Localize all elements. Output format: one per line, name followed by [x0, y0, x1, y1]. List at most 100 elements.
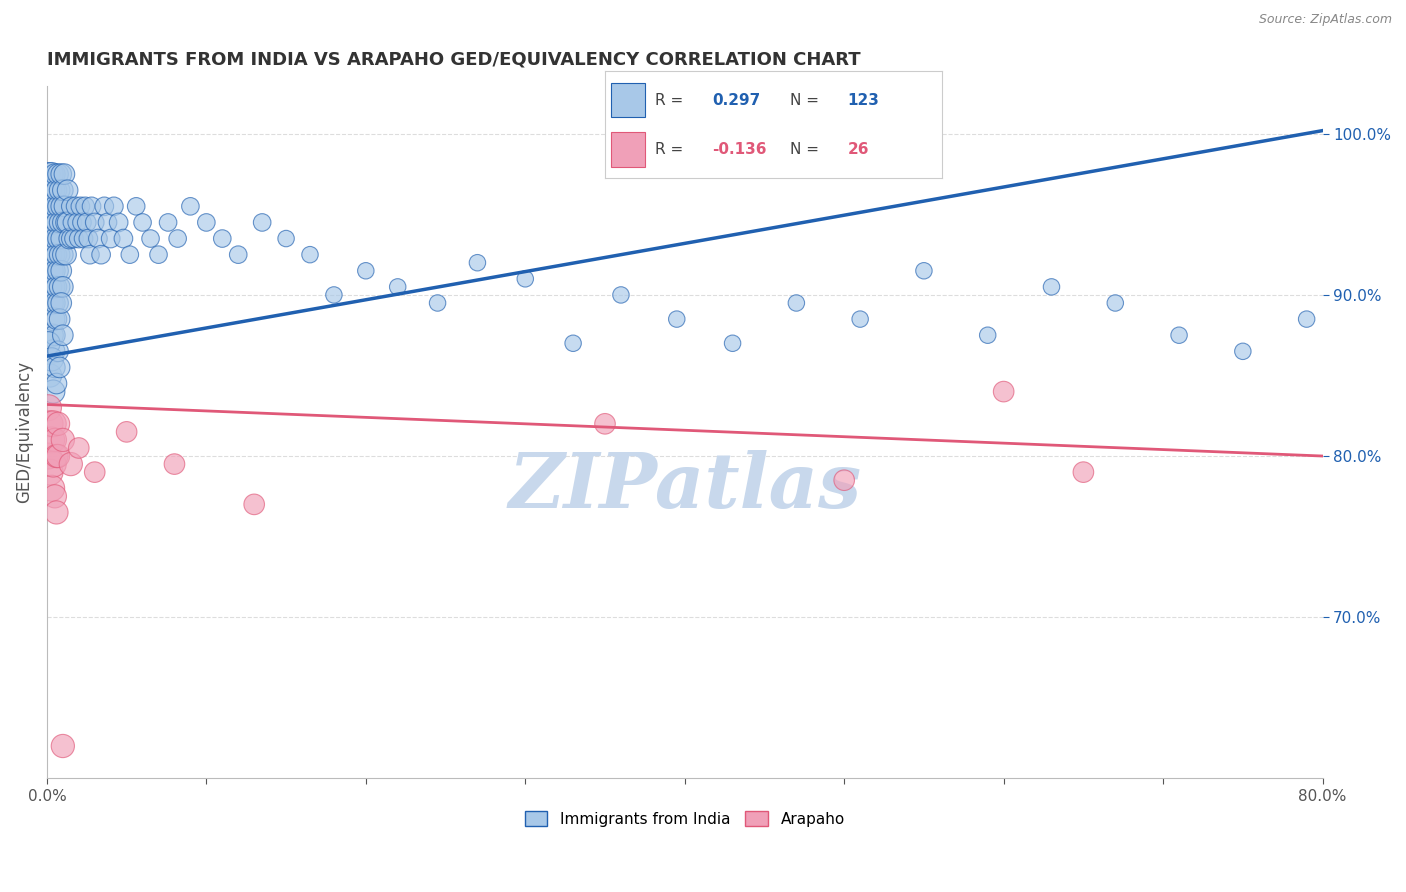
Point — [46, 167, 69, 181]
Point — [426, 296, 449, 310]
Point — [42, 215, 65, 229]
Point — [832, 473, 855, 487]
Point — [52, 183, 75, 197]
Legend: Immigrants from India, Arapaho: Immigrants from India, Arapaho — [519, 805, 851, 833]
Point — [65, 199, 87, 213]
Point — [157, 215, 180, 229]
Point — [39, 465, 62, 479]
Point — [60, 215, 83, 229]
Point — [56, 183, 79, 197]
Point — [45, 505, 67, 519]
Point — [51, 296, 73, 310]
Point — [148, 247, 170, 261]
Point — [298, 247, 321, 261]
Point — [45, 247, 67, 261]
Text: -0.136: -0.136 — [713, 142, 768, 157]
Point — [46, 199, 69, 213]
Text: ZIPatlas: ZIPatlas — [508, 450, 862, 524]
Point — [69, 199, 91, 213]
Point — [665, 312, 688, 326]
Point — [59, 457, 82, 471]
Point — [721, 336, 744, 351]
Point — [44, 199, 66, 213]
Text: 123: 123 — [848, 93, 879, 108]
Point — [44, 296, 66, 310]
Point — [45, 280, 67, 294]
Point — [67, 441, 90, 455]
Point — [44, 264, 66, 278]
Point — [77, 231, 100, 245]
Point — [211, 231, 233, 245]
Point — [179, 199, 201, 213]
Point — [46, 264, 69, 278]
Point — [44, 231, 66, 245]
Point — [226, 247, 249, 261]
Point — [45, 312, 67, 326]
Text: IMMIGRANTS FROM INDIA VS ARAPAHO GED/EQUIVALENCY CORRELATION CHART: IMMIGRANTS FROM INDIA VS ARAPAHO GED/EQU… — [46, 51, 860, 69]
Point — [41, 481, 63, 495]
Point — [467, 256, 489, 270]
Point — [55, 247, 77, 261]
Point — [125, 199, 148, 213]
Point — [51, 199, 73, 213]
Point — [56, 215, 79, 229]
Point — [39, 368, 62, 383]
Point — [1040, 280, 1063, 294]
Point — [115, 425, 138, 439]
Point — [90, 247, 112, 261]
Point — [44, 360, 66, 375]
Point — [42, 312, 65, 326]
Point — [37, 167, 59, 181]
Point — [46, 296, 69, 310]
Point — [41, 352, 63, 367]
Point — [41, 167, 63, 181]
Point — [59, 199, 82, 213]
Point — [51, 231, 73, 245]
Point — [70, 215, 93, 229]
Point — [42, 457, 65, 471]
Point — [274, 231, 297, 245]
Point — [39, 247, 62, 261]
Point — [83, 215, 105, 229]
Point — [42, 384, 65, 399]
Point — [562, 336, 585, 351]
Point — [976, 328, 998, 343]
Point — [51, 167, 73, 181]
Point — [785, 296, 807, 310]
Point — [131, 215, 153, 229]
Point — [515, 272, 537, 286]
Text: 0.297: 0.297 — [713, 93, 761, 108]
Point — [107, 215, 129, 229]
Point — [48, 183, 70, 197]
Point — [53, 167, 76, 181]
Point — [44, 167, 66, 181]
Point — [96, 215, 118, 229]
Point — [39, 215, 62, 229]
Point — [48, 280, 70, 294]
Point — [87, 231, 110, 245]
Point — [1232, 344, 1254, 359]
Point — [45, 376, 67, 391]
Text: 26: 26 — [848, 142, 869, 157]
Point — [41, 328, 63, 343]
Point — [42, 344, 65, 359]
Point — [1168, 328, 1191, 343]
Point — [993, 384, 1015, 399]
Point — [112, 231, 135, 245]
Point — [52, 247, 75, 261]
Text: N =: N = — [790, 142, 824, 157]
Point — [163, 457, 186, 471]
Point — [72, 231, 94, 245]
Point — [118, 247, 141, 261]
Point — [59, 231, 82, 245]
Point — [103, 199, 125, 213]
Point — [100, 231, 122, 245]
Point — [39, 183, 62, 197]
Point — [48, 360, 70, 375]
Point — [46, 231, 69, 245]
Point — [354, 264, 377, 278]
Point — [42, 280, 65, 294]
Point — [76, 215, 98, 229]
Point — [1104, 296, 1126, 310]
Point — [48, 215, 70, 229]
